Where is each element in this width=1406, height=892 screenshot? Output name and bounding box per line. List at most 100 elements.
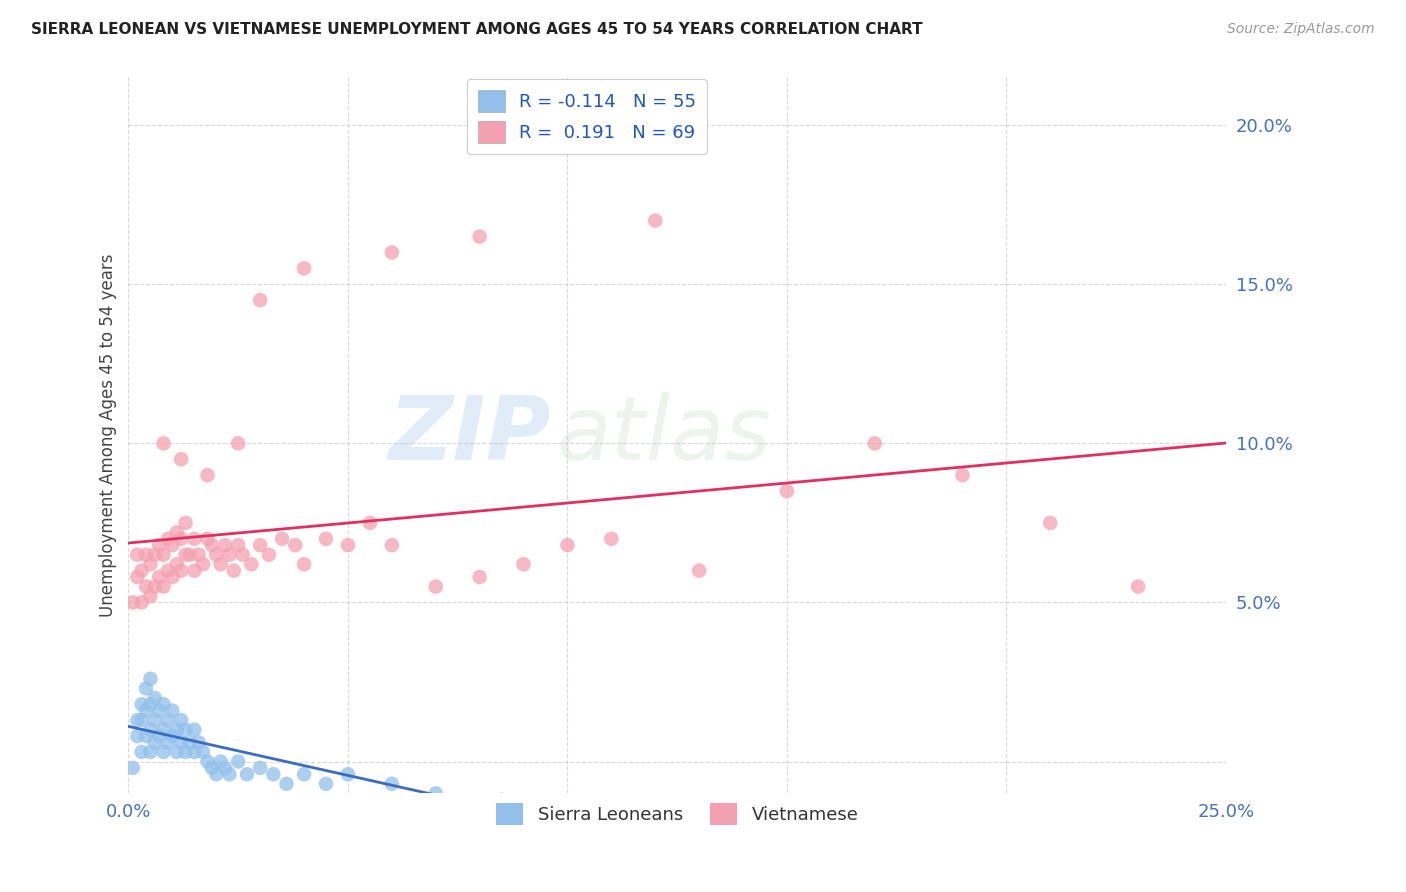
Point <box>135 704 157 718</box>
Text: Source: ZipAtlas.com: Source: ZipAtlas.com <box>1227 22 1375 37</box>
Point <box>1126 580 1149 594</box>
Point <box>644 213 666 227</box>
Point <box>121 595 143 609</box>
Point <box>166 558 188 572</box>
Point <box>179 548 201 562</box>
Point <box>557 538 579 552</box>
Point <box>139 672 162 686</box>
Point <box>336 538 359 552</box>
Point <box>271 532 294 546</box>
Point <box>336 767 359 781</box>
Point <box>131 698 153 712</box>
Point <box>315 532 337 546</box>
Point <box>201 538 224 552</box>
Point <box>170 735 193 749</box>
Point <box>139 745 162 759</box>
Point <box>359 516 381 530</box>
Point <box>143 690 166 705</box>
Point <box>218 548 240 562</box>
Point <box>183 532 205 546</box>
Point <box>491 793 513 807</box>
Point <box>214 761 236 775</box>
Point <box>222 564 245 578</box>
Text: atlas: atlas <box>557 392 772 478</box>
Point <box>183 564 205 578</box>
Point <box>143 735 166 749</box>
Point <box>127 729 149 743</box>
Point <box>240 558 263 572</box>
Point <box>262 767 284 781</box>
Point <box>162 729 184 743</box>
Legend: Sierra Leoneans, Vietnamese: Sierra Leoneans, Vietnamese <box>486 795 868 834</box>
Point <box>135 681 157 696</box>
Point <box>162 538 184 552</box>
Point <box>468 570 491 584</box>
Point <box>688 564 710 578</box>
Point <box>201 761 224 775</box>
Point <box>209 558 232 572</box>
Point <box>152 548 174 562</box>
Point <box>148 570 170 584</box>
Point <box>205 548 228 562</box>
Point <box>292 767 315 781</box>
Point <box>170 713 193 727</box>
Point <box>127 548 149 562</box>
Point <box>139 698 162 712</box>
Point <box>166 723 188 737</box>
Point <box>183 745 205 759</box>
Point <box>209 755 232 769</box>
Point <box>148 538 170 552</box>
Point <box>170 564 193 578</box>
Point <box>166 745 188 759</box>
Point <box>226 538 249 552</box>
Point <box>381 538 404 552</box>
Point <box>143 548 166 562</box>
Point <box>135 729 157 743</box>
Point <box>170 532 193 546</box>
Point <box>381 777 404 791</box>
Point <box>600 532 623 546</box>
Point <box>197 468 219 483</box>
Point <box>174 723 197 737</box>
Point <box>512 558 534 572</box>
Text: ZIP: ZIP <box>388 392 551 479</box>
Point <box>1039 516 1062 530</box>
Point <box>127 570 149 584</box>
Point <box>135 548 157 562</box>
Point <box>139 589 162 603</box>
Point <box>249 538 271 552</box>
Point <box>131 745 153 759</box>
Point <box>236 767 259 781</box>
Point <box>162 704 184 718</box>
Point <box>152 436 174 450</box>
Point <box>152 745 174 759</box>
Point <box>218 767 240 781</box>
Point <box>214 538 236 552</box>
Point <box>156 532 179 546</box>
Point <box>148 704 170 718</box>
Point <box>292 261 315 276</box>
Point <box>257 548 280 562</box>
Point <box>191 745 214 759</box>
Point <box>197 532 219 546</box>
Point <box>162 570 184 584</box>
Point <box>952 468 974 483</box>
Point <box>143 713 166 727</box>
Point <box>425 786 447 800</box>
Point <box>131 595 153 609</box>
Point <box>139 558 162 572</box>
Point <box>468 229 491 244</box>
Point <box>381 245 404 260</box>
Text: SIERRA LEONEAN VS VIETNAMESE UNEMPLOYMENT AMONG AGES 45 TO 54 YEARS CORRELATION : SIERRA LEONEAN VS VIETNAMESE UNEMPLOYMEN… <box>31 22 922 37</box>
Point <box>425 580 447 594</box>
Point <box>152 698 174 712</box>
Point <box>174 548 197 562</box>
Y-axis label: Unemployment Among Ages 45 to 54 years: Unemployment Among Ages 45 to 54 years <box>100 253 117 617</box>
Point <box>249 293 271 308</box>
Point <box>191 558 214 572</box>
Point <box>688 824 710 838</box>
Point <box>166 525 188 540</box>
Point <box>170 452 193 467</box>
Point <box>174 516 197 530</box>
Point <box>249 761 271 775</box>
